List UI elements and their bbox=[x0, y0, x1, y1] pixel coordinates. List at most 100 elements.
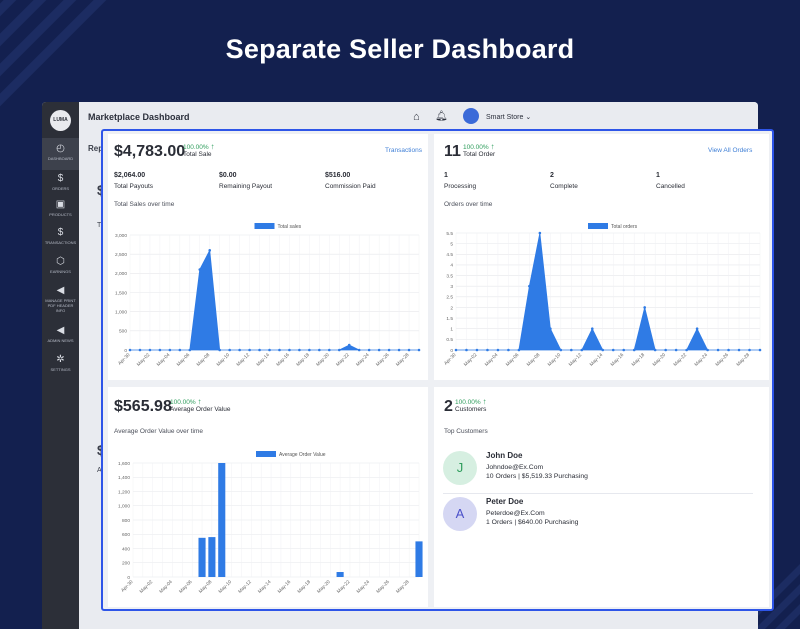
x-tick-label: May-02 bbox=[139, 579, 155, 595]
data-point bbox=[570, 348, 573, 352]
customer-name: John Doe bbox=[486, 451, 523, 460]
x-tick-label: May-12 bbox=[237, 579, 253, 595]
y-tick-label: 200 bbox=[122, 561, 130, 567]
home-icon[interactable]: ⌂ bbox=[413, 111, 420, 123]
x-tick-label: May-02 bbox=[463, 352, 479, 368]
y-tick-label: 5.5 bbox=[446, 231, 453, 237]
data-point bbox=[417, 348, 421, 352]
data-point bbox=[737, 348, 741, 352]
store-switcher[interactable]: Smart Store ⌄ bbox=[486, 114, 532, 121]
y-tick-label: 3 bbox=[450, 284, 453, 290]
bell-icon[interactable]: 🔔︎ bbox=[435, 111, 448, 122]
x-tick-label: May-18 bbox=[296, 579, 312, 595]
data-point bbox=[653, 348, 657, 352]
sidebar-item-settings[interactable]: ✲ Settings bbox=[42, 351, 79, 377]
customer-row[interactable]: J John Doe Johndoe@Ex.Com 10 Orders | $5… bbox=[443, 447, 753, 493]
data-point bbox=[357, 348, 361, 352]
growth-badge: 100.00% ↑ bbox=[170, 397, 202, 406]
chevron-down-icon: ⌄ bbox=[525, 114, 532, 121]
data-point bbox=[377, 348, 381, 352]
section-title: Orders over time bbox=[444, 201, 493, 208]
data-point bbox=[486, 348, 489, 352]
bar bbox=[336, 572, 344, 577]
sidebar-item-transactions[interactable]: $ Transactions bbox=[42, 224, 79, 250]
data-point bbox=[549, 327, 552, 331]
y-tick-label: 500 bbox=[119, 329, 127, 335]
dollar-icon: $ bbox=[57, 173, 64, 184]
x-tick-label: May-02 bbox=[136, 352, 152, 368]
y-tick-label: 2,000 bbox=[115, 271, 127, 277]
sidebar-item-dashboard[interactable]: ◴ Dashboard bbox=[42, 138, 79, 170]
processing-value: 1 bbox=[444, 172, 448, 179]
x-tick-label: Apr-30 bbox=[117, 352, 132, 367]
y-tick-label: 1,200 bbox=[118, 489, 130, 495]
x-tick-label: May-16 bbox=[610, 352, 626, 368]
x-tick-label: May-10 bbox=[547, 352, 563, 368]
data-point bbox=[632, 348, 636, 352]
y-tick-label: 1,600 bbox=[118, 461, 130, 467]
background-fragment: A bbox=[97, 467, 102, 474]
data-point bbox=[758, 348, 762, 352]
section-title: Average Order Value over time bbox=[114, 428, 203, 435]
sidebar-item-orders[interactable]: $ Orders bbox=[42, 170, 79, 196]
y-tick-label: 400 bbox=[122, 546, 130, 552]
data-point bbox=[148, 348, 152, 352]
customer-email: Peterdoe@Ex.Com bbox=[486, 510, 545, 517]
y-tick-label: 800 bbox=[122, 518, 130, 524]
avatar[interactable] bbox=[463, 108, 479, 124]
x-tick-label: May-08 bbox=[526, 352, 542, 368]
x-tick-label: May-08 bbox=[196, 352, 212, 368]
box-icon: ▣ bbox=[55, 199, 66, 210]
sidebar-item-products[interactable]: ▣ Products bbox=[42, 196, 79, 222]
sidebar-item-earnings[interactable]: ⬡ Earnings bbox=[42, 253, 79, 279]
y-tick-label: 4 bbox=[450, 263, 453, 269]
bar bbox=[218, 463, 226, 577]
data-point bbox=[268, 348, 271, 352]
orders-panel: 11 100.00% ↑ Total Order View All Orders… bbox=[434, 134, 769, 380]
seller-dashboard-card: $4,783.00 100.00% ↑ Total Sale Transacti… bbox=[101, 129, 774, 611]
y-tick-label: 1,000 bbox=[115, 309, 127, 315]
aov-label: Average Order Value bbox=[170, 406, 231, 413]
x-tick-label: May-10 bbox=[217, 579, 233, 595]
data-point bbox=[454, 348, 458, 352]
series-area bbox=[130, 248, 419, 351]
x-tick-label: May-26 bbox=[375, 579, 391, 595]
data-point bbox=[367, 348, 371, 352]
sidebar-item-manage-print[interactable]: ◀ Manage Print PDF Header Info bbox=[42, 282, 79, 318]
x-tick-label: May-22 bbox=[335, 352, 351, 368]
y-tick-label: 600 bbox=[122, 532, 130, 538]
x-tick-label: May-14 bbox=[589, 352, 605, 368]
total-sale-label: Total Sale bbox=[183, 151, 212, 158]
app-logo: LUMA bbox=[50, 110, 71, 131]
orders-chart: Total orders 0 0.5 1 1.5 2 2.5 3 3.5 4 4.5 5 5.5 Apr-… bbox=[443, 223, 762, 368]
customers-panel: 2 100.00% ↑ Customers Top Customers J Jo… bbox=[434, 387, 769, 607]
arrow-up-icon: ↑ bbox=[482, 397, 487, 406]
data-point bbox=[643, 306, 646, 309]
sidebar-item-admin-news[interactable]: ◀ Admin News bbox=[42, 322, 79, 348]
legend-swatch bbox=[254, 223, 275, 229]
dashboard-icon: ◴ bbox=[56, 143, 65, 154]
arrow-up-icon: ↑ bbox=[210, 142, 215, 151]
y-tick-label: 1,500 bbox=[115, 290, 127, 296]
data-point bbox=[238, 348, 241, 352]
x-tick-label: May-06 bbox=[176, 352, 192, 368]
hexagon-icon: ⬡ bbox=[56, 256, 65, 267]
x-tick-label: May-16 bbox=[277, 579, 293, 595]
customer-row[interactable]: A Peter Doe Peterdoe@Ex.Com 1 Orders | $… bbox=[443, 493, 753, 539]
data-point bbox=[507, 348, 510, 352]
view-all-orders-link[interactable]: View All Orders bbox=[708, 147, 753, 154]
y-tick-label: 0.5 bbox=[446, 337, 453, 343]
legend-swatch bbox=[588, 223, 608, 229]
data-point bbox=[716, 348, 720, 352]
data-point bbox=[168, 348, 172, 352]
aov-chart: Average Order Value 0 200 400 600 800 1,000 1,2… bbox=[118, 451, 423, 595]
x-tick-label: May-14 bbox=[257, 579, 273, 595]
customer-email: Johndoe@Ex.Com bbox=[486, 464, 544, 471]
x-tick-label: Apr-30 bbox=[120, 579, 135, 594]
transactions-link[interactable]: Transactions bbox=[385, 147, 422, 154]
background-fragment: $ bbox=[97, 182, 105, 198]
data-point bbox=[347, 343, 351, 347]
data-point bbox=[208, 249, 212, 252]
cancelled-label: Cancelled bbox=[656, 183, 685, 190]
divider bbox=[443, 493, 753, 494]
